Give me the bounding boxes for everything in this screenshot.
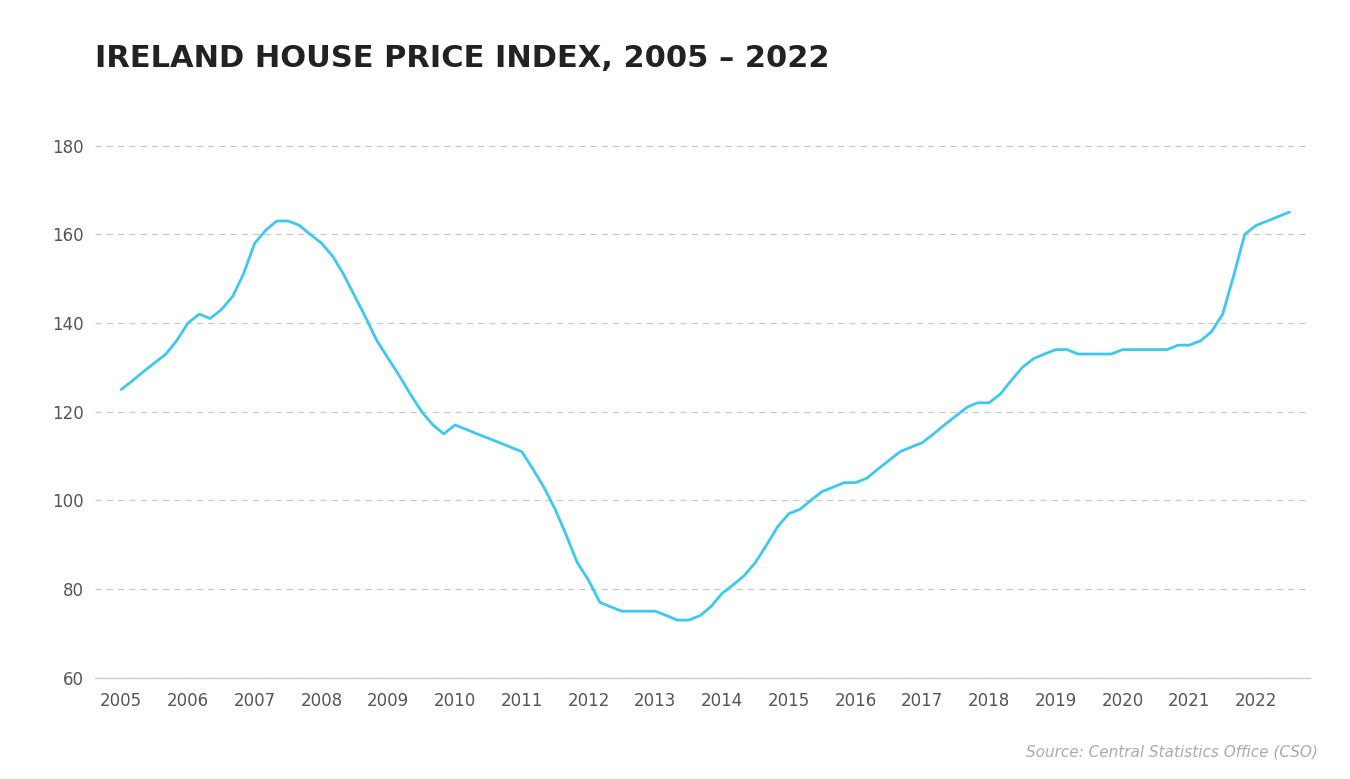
Text: IRELAND HOUSE PRICE INDEX, 2005 – 2022: IRELAND HOUSE PRICE INDEX, 2005 – 2022	[95, 44, 829, 72]
Text: Source: Central Statistics Office (CSO): Source: Central Statistics Office (CSO)	[1026, 745, 1318, 760]
